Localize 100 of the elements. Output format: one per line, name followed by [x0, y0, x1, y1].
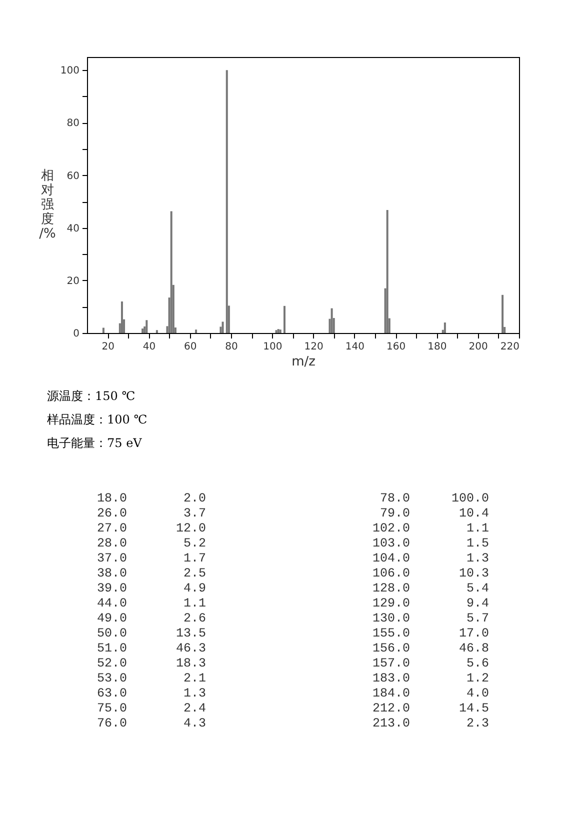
text: 53.0: [96, 672, 127, 686]
bar: [222, 322, 224, 333]
text: 184.0: [372, 686, 410, 700]
text: 155.0: [372, 626, 410, 640]
text: 104.0: [372, 552, 410, 566]
y-tick-label: 80: [66, 118, 80, 130]
text: 1.1: [466, 522, 489, 536]
x-tick-label: 140: [345, 342, 364, 352]
text: 5.4: [466, 582, 489, 596]
text: 电子能量：75 eV: [47, 436, 142, 450]
text: 4.9: [183, 582, 206, 596]
text: 2.6: [183, 612, 206, 626]
text: 129.0: [372, 596, 410, 610]
x-tick-label: 100: [263, 342, 282, 352]
text: 157.0: [372, 656, 410, 670]
text: 51.0: [96, 642, 127, 656]
bar: [330, 308, 333, 333]
text: 212.0: [372, 702, 410, 716]
bar: [275, 330, 278, 333]
text: 1.3: [466, 552, 489, 566]
bar: [277, 329, 280, 333]
text: 4.3: [183, 716, 206, 730]
x-axis-title: m/z: [292, 354, 316, 370]
bar: [386, 210, 388, 333]
y-tick-label: 60: [66, 170, 80, 182]
bar: [170, 211, 172, 333]
text: 1.3: [183, 686, 206, 700]
x-tick-label: 160: [386, 342, 406, 352]
x-tick-label: 80: [225, 342, 238, 352]
text: 52.0: [96, 656, 127, 670]
text: 1.5: [466, 536, 489, 550]
bar: [502, 294, 504, 333]
text: 5.2: [183, 536, 206, 550]
text: 18.0: [96, 492, 127, 506]
text: 76.0: [96, 716, 127, 730]
x-tick-label: 180: [428, 342, 447, 352]
text: 156.0: [372, 642, 410, 656]
text: 75.0: [96, 702, 127, 716]
text: 1.2: [466, 672, 489, 686]
text: 49.0: [96, 612, 127, 626]
text: 183.0: [372, 672, 410, 686]
y-tick-label: 40: [66, 223, 80, 234]
text: 106.0: [372, 566, 410, 580]
text: 2.3: [466, 716, 489, 730]
text: 1.1: [183, 596, 206, 610]
text: 4.0: [466, 686, 489, 700]
bar: [142, 328, 144, 333]
text: 10.4: [458, 506, 489, 520]
text: 14.5: [458, 702, 489, 716]
text: 17.0: [458, 626, 489, 640]
bar: [146, 320, 148, 333]
y-tick-label: 0: [73, 328, 80, 340]
text: 13.5: [176, 626, 206, 640]
text: 12.0: [176, 522, 206, 536]
x-tick-label: 120: [304, 342, 324, 352]
text: 44.0: [96, 596, 127, 610]
text: 2.1: [183, 672, 206, 686]
bar: [120, 301, 123, 333]
text: 213.0: [372, 716, 410, 730]
text: 5.7: [466, 612, 489, 626]
x-tick-label: 20: [102, 342, 114, 352]
x-tick-label: 200: [468, 342, 488, 352]
x-tick-label: 60: [184, 342, 197, 352]
text: 5.6: [466, 656, 489, 670]
text: 100.0: [451, 492, 489, 506]
text: 10.3: [458, 566, 489, 580]
bar: [444, 322, 446, 333]
text: 28.0: [96, 536, 127, 550]
bar: [283, 306, 286, 333]
text: 37.0: [96, 552, 127, 566]
text: 2.0: [183, 492, 206, 506]
bar: [279, 330, 282, 333]
text: 2.4: [183, 702, 206, 716]
bar: [195, 330, 198, 333]
y-axis-title: 相对强度/%: [39, 168, 56, 242]
text: 103.0: [372, 536, 410, 550]
text: 50.0: [96, 626, 127, 640]
x-tick-label: 220: [500, 342, 520, 352]
text: 46.3: [176, 642, 206, 656]
text: 源温度：150 ℃: [47, 389, 136, 403]
text: 2.5: [183, 566, 206, 580]
text: 39.0: [96, 582, 127, 596]
bar: [102, 328, 104, 333]
text: 63.0: [96, 686, 127, 700]
text: 128.0: [372, 582, 410, 596]
text: 78.0: [380, 492, 410, 506]
text: 26.0: [96, 506, 127, 520]
text: 9.4: [466, 596, 489, 610]
text: 130.0: [372, 612, 410, 626]
text: 1.7: [183, 552, 206, 566]
text: 102.0: [372, 522, 410, 536]
text: 38.0: [96, 566, 127, 580]
y-tick-label: 100: [60, 66, 80, 77]
text: 79.0: [380, 506, 410, 520]
text: 样品温度：100 ℃: [47, 412, 148, 426]
bar: [226, 70, 228, 333]
x-tick-label: 40: [142, 342, 156, 352]
bar: [156, 330, 158, 333]
text: 27.0: [96, 522, 127, 536]
text: 46.8: [458, 642, 489, 656]
